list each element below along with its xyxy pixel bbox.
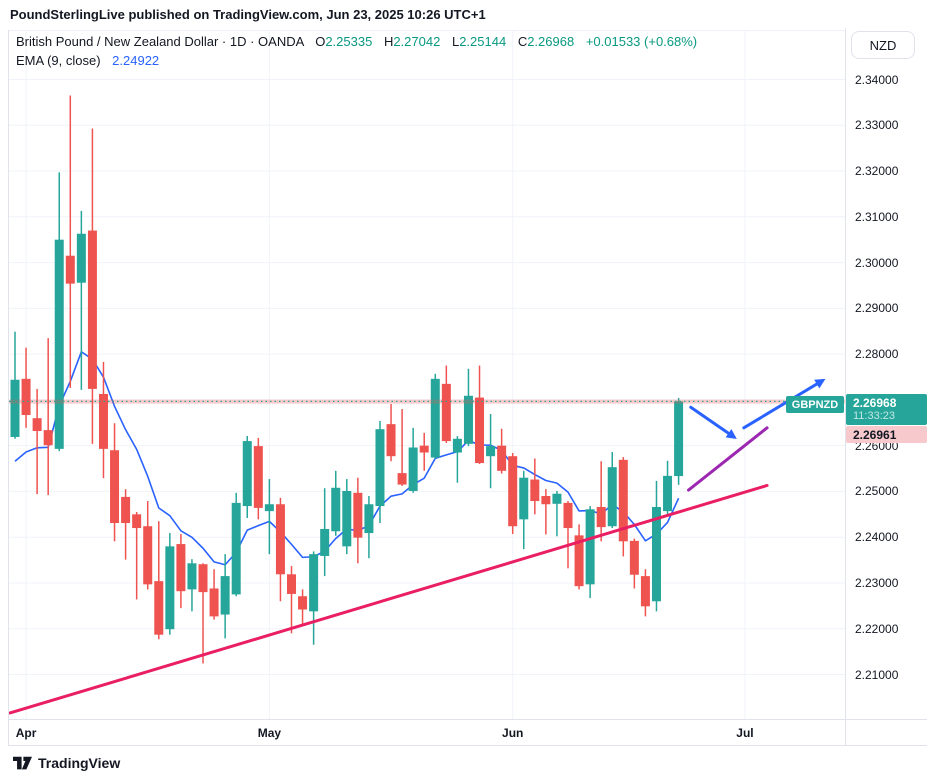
pane-left-border (8, 30, 9, 745)
month-tick-label: Apr (15, 726, 37, 740)
price-tick-label: 2.34000 (855, 72, 899, 87)
close-label: C (517, 34, 528, 49)
low-value: 2.25144 (459, 34, 507, 49)
publisher-attribution: PoundSterlingLive published on TradingVi… (10, 7, 486, 22)
horizontal-line-price-badge: 2.26961 (846, 426, 927, 443)
tradingview-logo-text: TradingView (38, 755, 121, 771)
current-price-badge: 2.26968 11:33:23 (846, 394, 927, 425)
change-value: +0.01533 (+0.68%) (585, 34, 698, 49)
month-tick-label: Jul (736, 726, 754, 740)
tradingview-logo[interactable]: TradingView (13, 755, 120, 771)
price-tick-label: 2.30000 (855, 255, 899, 270)
price-tick-label: 2.22000 (855, 621, 899, 636)
price-tick-label: 2.31000 (855, 209, 899, 224)
price-tick-label: 2.24000 (855, 530, 899, 545)
tradingview-logo-icon (13, 756, 32, 769)
price-axis-separator (845, 28, 846, 745)
open-value: 2.25335 (325, 34, 373, 49)
open-label: O (315, 34, 326, 49)
price-tick-label: 2.21000 (855, 667, 899, 682)
pane-top-border (8, 30, 846, 31)
quote-currency-button[interactable]: NZD (851, 31, 915, 59)
month-tick-label: Jun (502, 726, 524, 740)
current-price-value: 2.26968 (853, 396, 897, 410)
chart-bottom-border (8, 745, 927, 746)
price-tick-label: 2.29000 (855, 301, 899, 316)
ema-indicator-value: 2.24922 (112, 53, 160, 68)
low-label: L (451, 34, 460, 49)
price-tick-label: 2.23000 (855, 575, 899, 590)
high-value: 2.27042 (393, 34, 441, 49)
bar-countdown: 11:33:23 (853, 410, 896, 422)
time-axis-separator (8, 719, 927, 720)
legend-indicator-row: EMA (9, close) 2.24922 (16, 51, 697, 70)
legend-symbol-row: British Pound / New Zealand Dollar · 1D … (16, 32, 697, 51)
symbol-price-line-label: GBPNZD (786, 396, 844, 413)
price-tick-label: 2.33000 (855, 118, 899, 133)
chart-legend: British Pound / New Zealand Dollar · 1D … (16, 32, 697, 70)
month-tick-label: May (257, 726, 282, 740)
price-tick-label: 2.28000 (855, 347, 899, 362)
price-tick-label: 2.32000 (855, 164, 899, 179)
high-label: H (383, 34, 394, 49)
ema-indicator-label[interactable]: EMA (9, close) (16, 53, 101, 68)
symbol-title[interactable]: British Pound / New Zealand Dollar · 1D … (16, 34, 304, 49)
price-tick-label: 2.25000 (855, 484, 899, 499)
close-value: 2.26968 (527, 34, 575, 49)
